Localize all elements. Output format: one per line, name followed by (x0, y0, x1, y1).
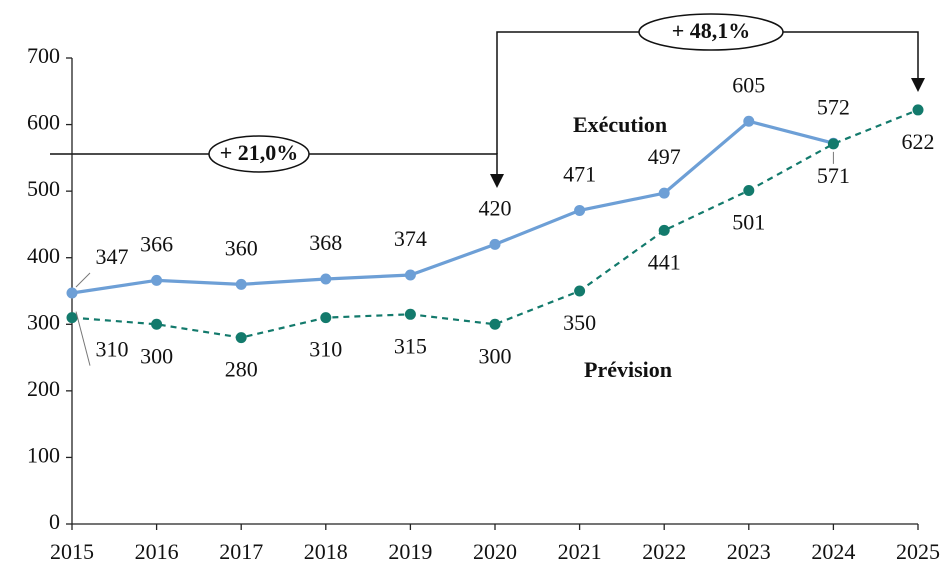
point (912, 104, 924, 116)
point (235, 278, 247, 290)
series-label: Prévision (584, 357, 672, 382)
data-label: 368 (309, 230, 342, 255)
series-line (71, 119, 834, 295)
x-tick-label: 2022 (642, 539, 686, 564)
y-tick-label: 500 (27, 176, 60, 201)
data-label: 622 (902, 129, 935, 154)
annotation-box (638, 13, 784, 51)
leader-line (75, 311, 91, 366)
arrow (911, 78, 925, 92)
x-tick-label: 2017 (219, 539, 263, 564)
data-label: 441 (648, 249, 681, 274)
x-tick-label: 2024 (811, 539, 855, 564)
data-label: 310 (309, 337, 342, 362)
point (320, 312, 332, 324)
x-tick-label: 2025 (896, 539, 940, 564)
data-label: 571 (817, 163, 850, 188)
data-label: 300 (140, 343, 173, 368)
x-tick-label: 2015 (50, 539, 94, 564)
arrow (490, 174, 504, 188)
point (404, 308, 416, 320)
point (151, 318, 163, 330)
point (743, 184, 755, 196)
x-tick-label: 2021 (558, 539, 602, 564)
annotation-box (208, 135, 310, 173)
point (66, 287, 78, 299)
x-tick-label: 2016 (135, 539, 179, 564)
point (66, 312, 78, 324)
data-label: 605 (732, 72, 765, 97)
series-line (71, 108, 919, 339)
x-tick-label: 2020 (473, 539, 517, 564)
data-label: 350 (563, 310, 596, 335)
data-label: 501 (732, 210, 765, 235)
y-tick-label: 0 (49, 509, 60, 534)
x-tick-label: 2019 (388, 539, 432, 564)
point (151, 274, 163, 286)
y-tick-label: 200 (27, 376, 60, 401)
data-label: 360 (225, 235, 258, 260)
x-tick-label: 2018 (304, 539, 348, 564)
y-tick-label: 300 (27, 309, 60, 334)
point (404, 269, 416, 281)
point (489, 238, 501, 250)
data-label: 471 (563, 161, 596, 186)
point (489, 318, 501, 330)
data-label: 497 (648, 144, 681, 169)
data-label: 420 (479, 195, 512, 220)
data-label: 315 (394, 333, 427, 358)
y-tick-label: 600 (27, 110, 60, 135)
y-tick-label: 100 (27, 442, 60, 467)
y-tick-label: 700 (27, 43, 60, 68)
leader-line (75, 272, 91, 288)
annotation: + 21,0% (220, 140, 299, 165)
x-tick-label: 2023 (727, 539, 771, 564)
data-label: 310 (96, 337, 129, 362)
point (658, 224, 670, 236)
point (320, 273, 332, 285)
data-label: 347 (96, 244, 129, 269)
series-label: Exécution (573, 112, 667, 137)
data-label: 572 (817, 94, 850, 119)
data-label: 374 (394, 226, 427, 251)
point (235, 332, 247, 344)
point (658, 187, 670, 199)
point (574, 204, 586, 216)
annotation: + 48,1% (672, 18, 751, 43)
point (574, 285, 586, 297)
data-label: 280 (225, 357, 258, 382)
y-tick-label: 400 (27, 243, 60, 268)
data-label: 366 (140, 231, 173, 256)
data-label: 300 (479, 343, 512, 368)
point (827, 138, 839, 150)
point (743, 115, 755, 127)
